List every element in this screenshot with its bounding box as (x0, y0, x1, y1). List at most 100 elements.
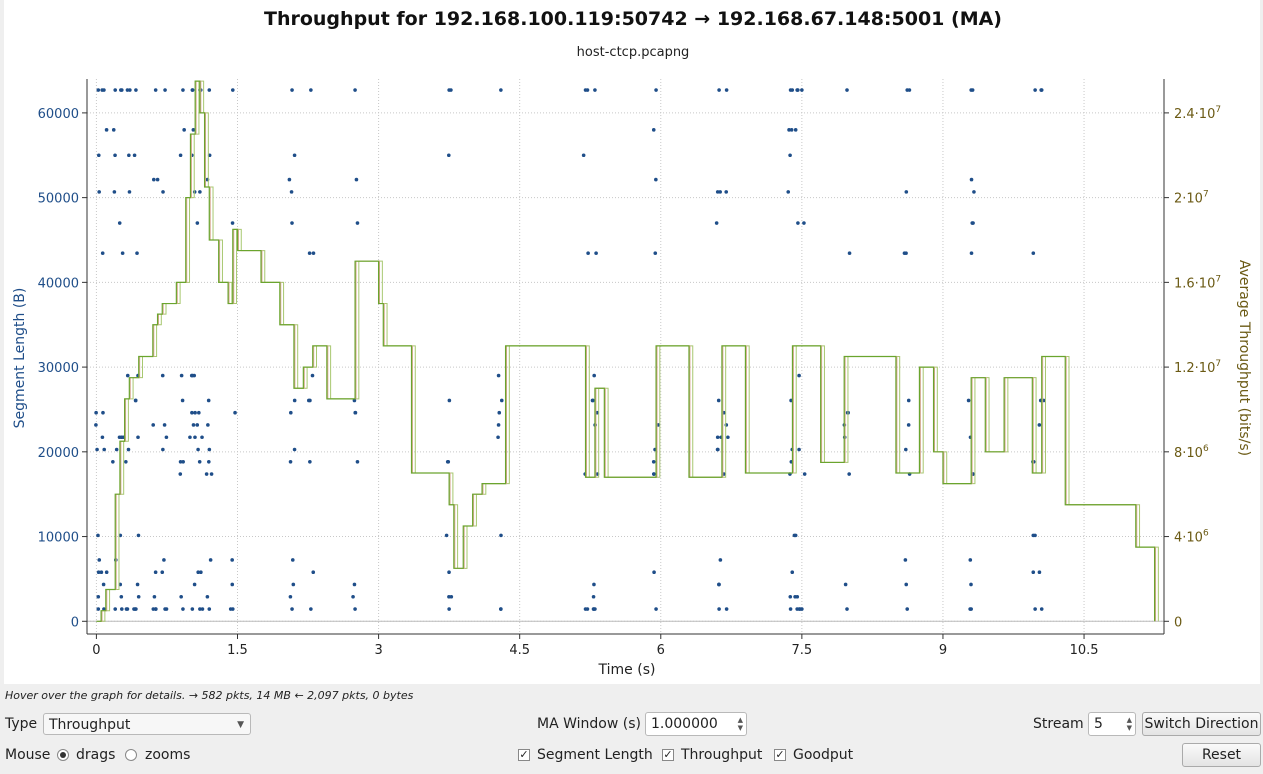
spin-down-icon[interactable]: ▼ (737, 724, 743, 732)
mouse-drags-label[interactable]: drags (76, 747, 116, 763)
segment-point (193, 435, 197, 440)
y-left-tick-label: 30000 (38, 361, 79, 376)
segment-point (113, 88, 118, 92)
segment-point (135, 582, 140, 587)
x-tick-label: 3 (374, 643, 382, 658)
segment-point (786, 190, 791, 194)
segment-point (802, 472, 807, 476)
segment-point (178, 472, 183, 476)
y-right-tick-label: 8·106 (1174, 444, 1209, 461)
segment-point (133, 398, 138, 403)
segment-point (209, 472, 214, 476)
segment-point (654, 177, 658, 182)
y-left-tick-label: 60000 (38, 107, 79, 122)
segment-point (904, 447, 908, 452)
ma-window-spinbox[interactable]: 1.000000 ▲ ▼ (645, 712, 747, 736)
y-left-tick-label: 0 (71, 615, 79, 630)
segment-point (179, 373, 184, 378)
segment-point (788, 594, 793, 599)
segment-point (845, 607, 849, 611)
mouse-zooms-radio[interactable] (125, 749, 137, 761)
spin-down-icon[interactable]: ▼ (1126, 724, 1132, 732)
segment-point (153, 570, 158, 575)
segment-point (843, 582, 848, 587)
y-left-tick-label: 40000 (38, 276, 79, 291)
segment-point (583, 88, 588, 92)
goodput-label[interactable]: Goodput (793, 747, 854, 763)
y-left-tick-label: 10000 (38, 531, 79, 546)
segment-point (193, 410, 197, 415)
segment-point (969, 251, 974, 256)
segment-length-label[interactable]: Segment Length (537, 747, 653, 763)
throughput-checkbox[interactable]: ✓ (662, 748, 674, 761)
mouse-drags-radio[interactable] (57, 749, 69, 761)
graph-canvas[interactable]: Throughput for 192.168.100.119:50742 → 1… (4, 0, 1260, 684)
throughput-graph[interactable]: Throughput for 192.168.100.119:50742 → 1… (4, 0, 1260, 684)
segment-point (904, 190, 909, 194)
segment-point (309, 88, 313, 92)
spin-up-icon[interactable]: ▲ (737, 716, 743, 724)
segment-point (499, 533, 503, 538)
mouse-zooms-label[interactable]: zooms (145, 747, 191, 763)
segment-point (96, 153, 101, 158)
segment-point (591, 594, 596, 599)
spin-up-icon[interactable]: ▲ (1126, 716, 1132, 724)
segment-point (288, 594, 293, 599)
segment-point (292, 398, 297, 403)
segment-point (153, 607, 158, 611)
x-tick-label: 0 (92, 643, 100, 658)
goodput-checkbox[interactable]: ✓ (774, 748, 786, 761)
segment-point (96, 607, 101, 611)
segment-point (120, 88, 124, 92)
segment-point (136, 533, 141, 538)
mouse-label: Mouse (5, 747, 51, 763)
x-tick-label: 6 (657, 643, 665, 658)
y-right-tick-label: 0 (1174, 615, 1182, 630)
segment-point (96, 594, 101, 599)
segment-point (152, 594, 157, 599)
segment-point (125, 88, 130, 92)
reset-button[interactable]: Reset (1182, 743, 1261, 767)
segment-point (845, 88, 849, 92)
segment-point (230, 221, 235, 225)
segment-point (288, 459, 293, 464)
segment-point (290, 221, 294, 225)
type-combobox[interactable]: Throughput ▼ (43, 713, 251, 735)
segment-point (355, 459, 360, 464)
segment-point (353, 88, 357, 92)
segment-point (499, 607, 503, 611)
segment-point (291, 582, 296, 587)
segment-point (1037, 423, 1042, 427)
segment-point (125, 607, 130, 611)
x-tick-label: 4.5 (509, 643, 530, 658)
segment-point (714, 221, 719, 225)
segment-point (124, 459, 128, 464)
stream-spinbox[interactable]: 5 ▲ ▼ (1088, 712, 1136, 736)
segment-point (117, 221, 122, 225)
segment-point (94, 423, 98, 427)
segment-point (230, 88, 235, 92)
segment-point (192, 373, 197, 378)
segment-point (160, 570, 165, 575)
throughput-label[interactable]: Throughput (681, 747, 763, 763)
segment-point (196, 447, 200, 452)
segment-point (289, 190, 294, 194)
segment-point (1033, 533, 1037, 538)
y-right-tick-label: 2·107 (1174, 190, 1209, 207)
segment-point (968, 558, 973, 562)
segment-point (163, 88, 167, 92)
switch-direction-button[interactable]: Switch Direction (1142, 712, 1261, 736)
segment-point (155, 177, 160, 182)
segment-point (591, 398, 595, 403)
segment-length-checkbox[interactable]: ✓ (518, 748, 530, 761)
segment-point (969, 582, 973, 587)
segment-point (800, 607, 804, 611)
segment-point (112, 190, 117, 194)
segment-point (188, 435, 192, 440)
segment-point (800, 88, 804, 92)
segment-point (592, 582, 596, 587)
segment-point (180, 398, 185, 403)
segment-point (715, 435, 720, 440)
segment-point (230, 607, 235, 611)
segment-point (199, 570, 203, 575)
